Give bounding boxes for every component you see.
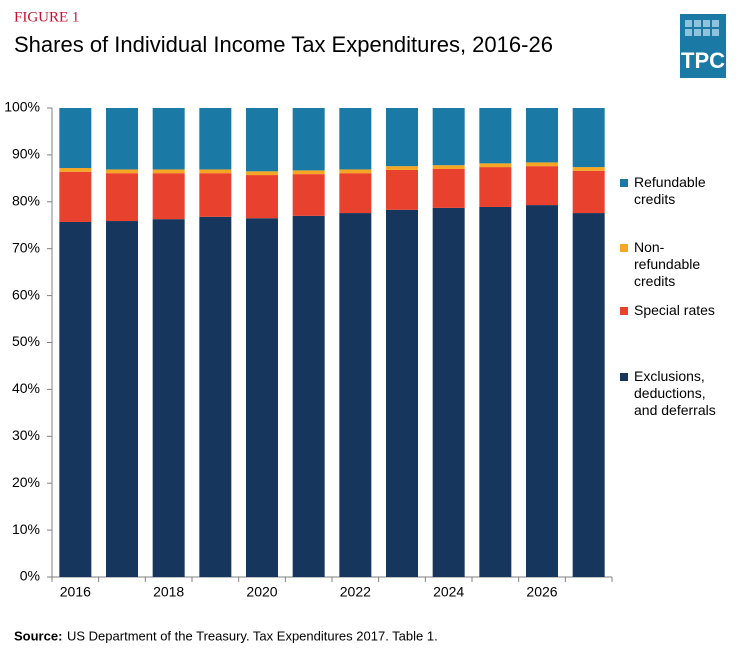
source: US Department of the Treasury. Tax Expen…: [67, 628, 438, 643]
bar-segment: [526, 162, 558, 167]
y-tick-label: 10%: [12, 521, 40, 537]
bar-segment: [339, 213, 372, 577]
y-tick-label: 90%: [12, 146, 40, 162]
legend-label: Exclusions, deductions, and deferrals: [634, 368, 716, 418]
figure-label: FIGURE 1: [14, 9, 79, 25]
bar-segment: [339, 173, 372, 214]
legend-label: Special rates: [634, 302, 715, 318]
y-tick-label: 40%: [12, 380, 40, 396]
bar-segment: [152, 108, 185, 170]
x-tick-label: 2016: [60, 584, 91, 600]
y-tick-label: 70%: [12, 239, 40, 255]
bar-segment: [526, 108, 558, 163]
bar-segment: [292, 108, 325, 171]
bar-segment: [106, 221, 138, 578]
y-tick-label: 20%: [12, 474, 40, 490]
bar-segment: [246, 175, 278, 219]
bar-segment: [572, 108, 605, 168]
bar-segment: [479, 167, 512, 207]
bar-segment: [479, 206, 512, 578]
y-tick-label: 30%: [12, 427, 40, 443]
bar-segment: [386, 108, 418, 167]
bar-segment: [59, 108, 92, 169]
bar-segment: [292, 215, 325, 577]
bar-segment: [386, 209, 418, 577]
bar-segment: [199, 108, 232, 170]
source-label: Source:: [14, 628, 62, 643]
bar-segment: [386, 166, 418, 170]
bar-segment: [152, 219, 185, 577]
legend-swatch: [620, 307, 628, 315]
bar-segment: [59, 171, 92, 222]
bar-segment: [106, 169, 138, 174]
bar-segment: [479, 108, 512, 164]
bar-segment: [106, 108, 138, 170]
bar-segment: [292, 174, 325, 216]
bar-segment: [432, 165, 465, 169]
logo-text: TPC: [681, 48, 725, 73]
bar-segment: [432, 207, 465, 577]
x-tick-label: 2018: [153, 584, 184, 600]
legend-swatch: [620, 179, 628, 187]
x-tick-label: 2026: [526, 584, 557, 600]
y-tick-label: 60%: [12, 286, 40, 302]
bar-segment: [339, 108, 372, 170]
bar-segment: [432, 108, 465, 166]
bar-segment: [526, 166, 558, 206]
logo: TPC: [680, 14, 726, 78]
y-tick-label: 80%: [12, 193, 40, 209]
bar-segment: [572, 170, 605, 214]
bar-segment: [246, 218, 278, 577]
bar-segment: [152, 169, 185, 174]
y-tick-label: 0%: [20, 568, 40, 584]
bar-segment: [292, 170, 325, 175]
bar-segment: [246, 171, 278, 176]
bar-segment: [572, 167, 605, 171]
y-tick-label: 100%: [4, 99, 40, 115]
bar-segment: [432, 168, 465, 208]
legend-item: Special rates: [620, 302, 732, 319]
bar-segment: [339, 169, 372, 174]
y-tick-label: 50%: [12, 333, 40, 349]
bar-segment: [199, 169, 232, 174]
legend-label: Non-refundable credits: [634, 239, 701, 289]
legend-label: Refundable credits: [634, 174, 706, 207]
bar-segment: [152, 173, 185, 220]
legend-item: Non-refundable credits: [620, 239, 732, 290]
bar-segment: [59, 168, 92, 172]
legend-item: Exclusions, deductions, and deferrals: [620, 368, 732, 419]
legend-swatch: [620, 244, 628, 252]
bar-segment: [386, 169, 418, 210]
legend-item: Refundable credits: [620, 174, 732, 208]
bar-segment: [59, 221, 92, 578]
bar-segment: [199, 173, 232, 217]
bar-segment: [106, 173, 138, 222]
bar-segment: [572, 213, 605, 577]
chart-title: Shares of Individual Income Tax Expendit…: [14, 32, 553, 57]
bar-segment: [526, 205, 558, 577]
legend-swatch: [620, 373, 628, 381]
bar-segment: [479, 163, 512, 168]
x-tick-label: 2022: [340, 584, 371, 600]
x-tick-label: 2024: [433, 584, 464, 600]
bar-segment: [199, 216, 232, 578]
x-tick-label: 2020: [246, 584, 277, 600]
bar-segment: [246, 108, 278, 172]
